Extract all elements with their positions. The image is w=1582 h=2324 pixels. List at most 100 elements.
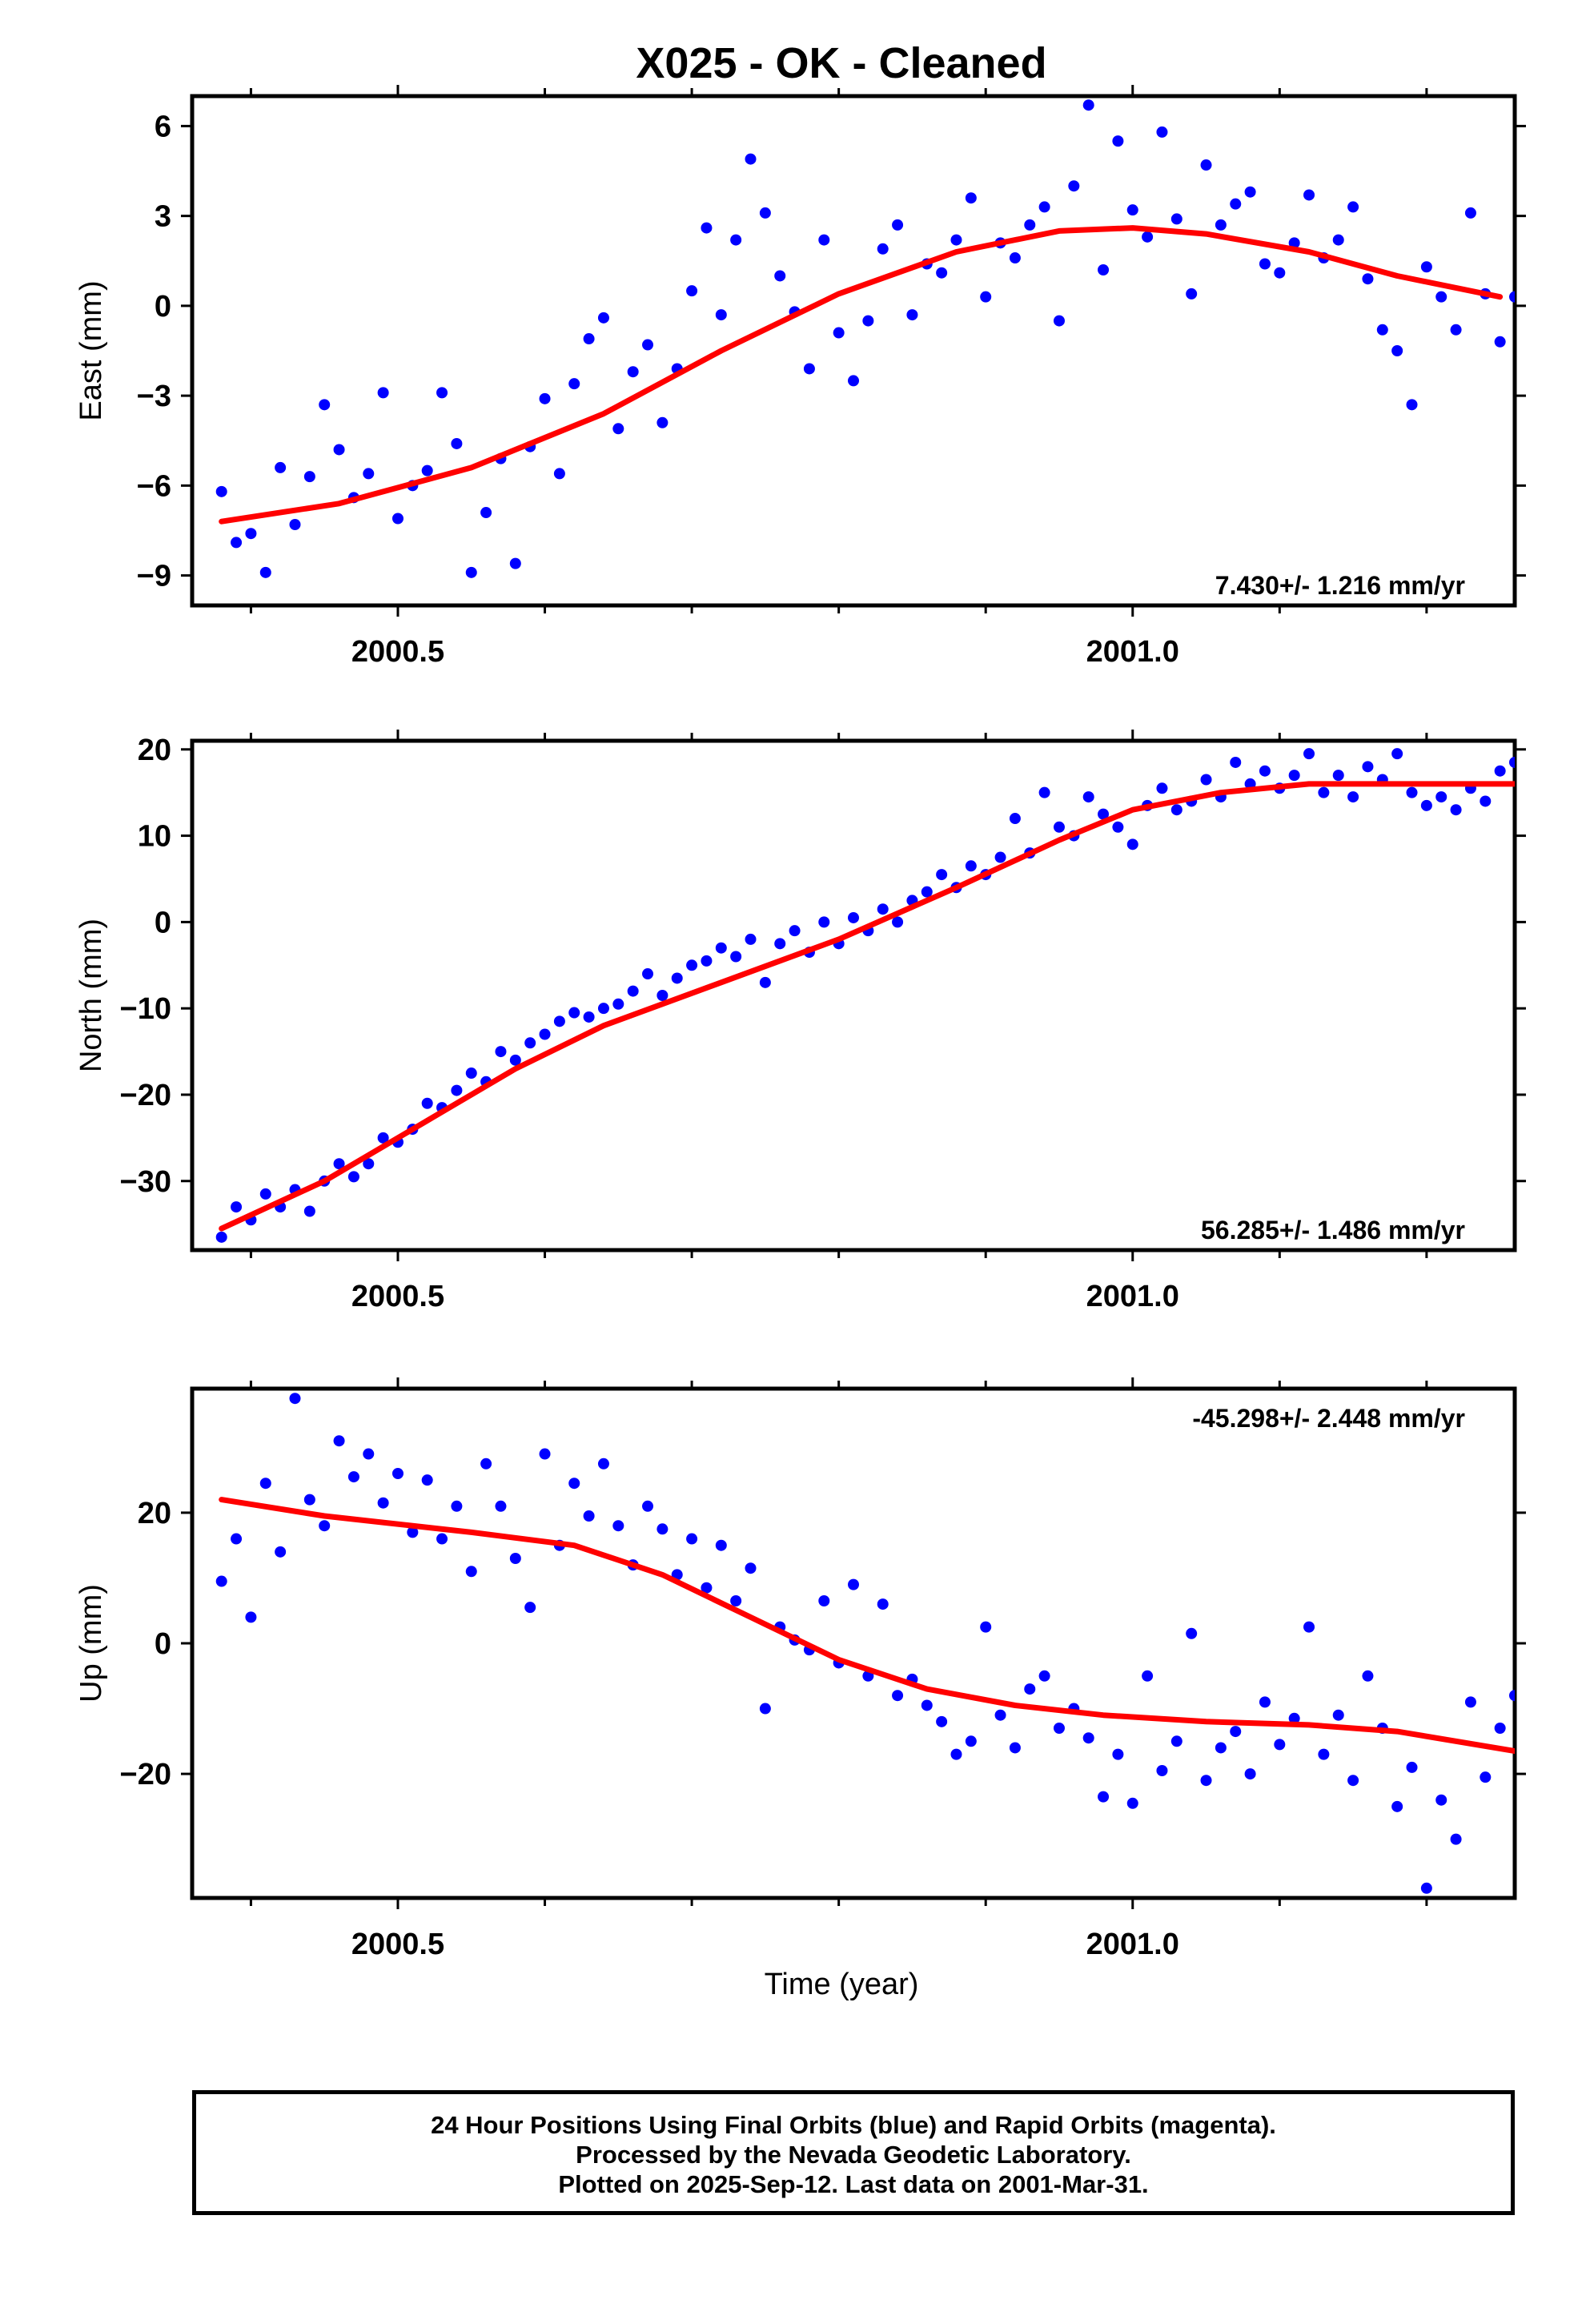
data-point: [451, 1500, 463, 1512]
data-point: [333, 1158, 345, 1170]
fit-line: [219, 781, 1515, 1232]
data-point: [480, 1458, 492, 1470]
data-point: [1362, 1670, 1374, 1682]
data-point: [1318, 1748, 1330, 1760]
data-point: [701, 222, 713, 234]
data-point: [1170, 804, 1182, 816]
data-point: [583, 333, 595, 345]
data-point: [950, 1748, 962, 1760]
fit-line: [219, 1497, 1515, 1754]
data-point: [848, 375, 859, 387]
data-point: [1126, 1797, 1138, 1809]
data-point: [1435, 291, 1447, 303]
data-point: [1332, 770, 1344, 782]
data-point: [730, 234, 742, 246]
data-point: [627, 366, 639, 378]
data-point: [656, 1523, 669, 1535]
data-point: [524, 1602, 536, 1614]
data-point: [333, 1435, 345, 1447]
data-point: [818, 234, 830, 246]
data-point: [568, 378, 580, 390]
y-tick-label: −20: [120, 1758, 171, 1791]
data-point: [465, 1566, 477, 1578]
data-point: [1435, 1794, 1447, 1806]
data-point: [451, 1084, 463, 1096]
data-point: [275, 461, 287, 473]
data-point: [289, 518, 301, 530]
data-point: [436, 1533, 448, 1545]
data-point: [407, 1526, 419, 1538]
data-point: [333, 444, 345, 456]
data-point: [465, 1068, 477, 1080]
data-point: [980, 1621, 992, 1633]
data-layer: [215, 99, 1515, 578]
data-point: [1200, 1775, 1212, 1787]
data-point: [1303, 748, 1315, 760]
data-point: [1303, 1621, 1315, 1633]
data-point: [495, 1500, 507, 1512]
data-point: [568, 1478, 580, 1490]
data-point: [1494, 336, 1506, 348]
data-point: [377, 1497, 389, 1509]
data-point: [1464, 1696, 1476, 1708]
data-point: [848, 1578, 859, 1590]
rate-label: 7.430+/- 1.216 mm/yr: [1215, 571, 1465, 600]
data-point: [1009, 813, 1021, 825]
data-point: [1450, 324, 1462, 336]
data-point: [583, 1510, 595, 1522]
data-point: [1332, 1709, 1344, 1721]
y-axis-label: North (mm): [74, 919, 108, 1072]
rate-label: -45.298+/- 2.448 mm/yr: [1192, 1404, 1465, 1433]
data-point: [215, 1231, 227, 1243]
data-point: [1112, 821, 1124, 833]
chart-title: X025 - OK - Cleaned: [636, 39, 1046, 87]
data-point: [245, 528, 257, 540]
data-point: [877, 1598, 889, 1610]
data-point: [539, 1448, 551, 1460]
fit-line: [219, 225, 1504, 525]
data-point: [1362, 761, 1374, 773]
data-point: [906, 309, 918, 321]
data-point: [1053, 315, 1065, 327]
data-point: [1288, 770, 1300, 782]
y-tick-label: 0: [155, 906, 171, 939]
data-point: [1024, 219, 1036, 231]
data-point: [553, 468, 565, 480]
data-point: [421, 1474, 433, 1486]
data-point: [363, 468, 375, 480]
data-point: [642, 1500, 654, 1512]
y-tick-label: −3: [137, 380, 171, 413]
data-point: [231, 537, 243, 549]
data-point: [774, 938, 786, 950]
y-axis-label: Up (mm): [74, 1584, 108, 1703]
y-tick-label: 20: [138, 1497, 171, 1530]
data-point: [1053, 821, 1065, 833]
data-point: [994, 851, 1006, 863]
data-point: [377, 387, 389, 399]
data-point: [701, 955, 713, 967]
y-tick-label: 0: [155, 1627, 171, 1661]
data-point: [1288, 1712, 1300, 1724]
data-point: [877, 243, 889, 255]
data-point: [480, 507, 492, 519]
data-point: [612, 423, 624, 435]
data-point: [319, 1520, 331, 1532]
data-layer: [215, 1393, 1515, 1894]
data-point: [759, 976, 771, 988]
data-point: [1509, 1690, 1515, 1702]
x-tick-label: 2001.0: [1086, 1280, 1179, 1313]
data-point: [936, 1715, 948, 1727]
data-point: [1230, 198, 1242, 210]
x-axis-label: Time (year): [765, 1968, 919, 2001]
data-point: [1347, 791, 1359, 803]
footer-line-3: Plotted on 2025-Sep-12. Last data on 200…: [558, 2170, 1149, 2198]
data-point: [363, 1158, 375, 1170]
data-point: [1142, 1670, 1154, 1682]
data-point: [451, 437, 463, 449]
data-point: [1170, 1735, 1182, 1747]
data-point: [363, 1448, 375, 1460]
data-point: [509, 557, 521, 569]
data-point: [553, 1015, 565, 1027]
